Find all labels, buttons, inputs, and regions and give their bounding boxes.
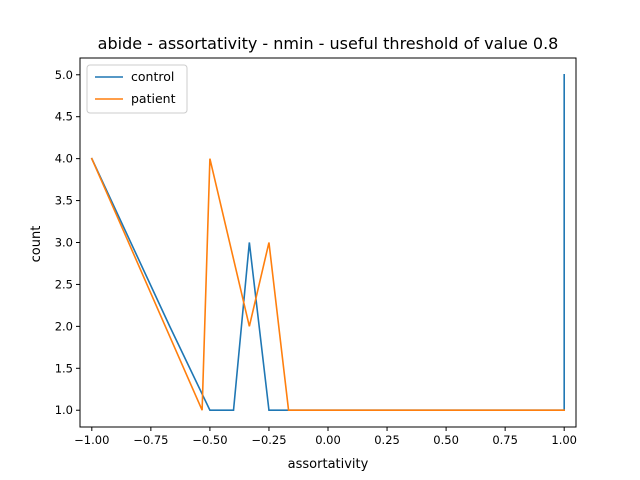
y-axis: 1.0 1.5 2.0 2.5 3.0 3.5 4.0 4.5 5.0 xyxy=(55,68,80,417)
legend: control patient xyxy=(86,64,188,114)
x-tick-label: −0.75 xyxy=(133,433,168,447)
y-tick-label: 3.0 xyxy=(55,236,73,250)
x-tick-label: 0.50 xyxy=(433,433,459,447)
x-tick-label: −0.50 xyxy=(192,433,227,447)
legend-label-control: control xyxy=(131,69,174,84)
legend-label-patient: patient xyxy=(131,91,176,106)
y-tick-label: 5.0 xyxy=(55,68,73,82)
x-tick-label: 0.25 xyxy=(374,433,400,447)
y-tick-label: 4.0 xyxy=(55,152,73,166)
y-tick-label: 1.5 xyxy=(55,361,73,375)
y-axis-label: count xyxy=(29,226,44,263)
y-tick-label: 2.5 xyxy=(55,277,73,291)
y-tick-label: 3.5 xyxy=(55,194,73,208)
x-axis: −1.00 −0.75 −0.50 −0.25 0.00 0.25 0.50 0.75 1.00 xyxy=(74,427,577,447)
x-tick-label: 0.00 xyxy=(315,433,341,447)
series-line-patient xyxy=(90,157,565,412)
x-tick-label: −0.25 xyxy=(251,433,286,447)
x-tick-label: 0.75 xyxy=(492,433,518,447)
series-layer xyxy=(90,73,565,412)
y-tick-label: 2.0 xyxy=(55,319,73,333)
x-tick-label: 1.00 xyxy=(551,433,577,447)
y-tick-label: 4.5 xyxy=(55,110,73,124)
chart-title: abide - assortativity - nmin - useful th… xyxy=(98,34,559,53)
x-axis-label: assortativity xyxy=(288,457,369,472)
series-line-control xyxy=(90,73,565,412)
x-tick-label: −1.00 xyxy=(74,433,109,447)
y-tick-label: 1.0 xyxy=(55,403,73,417)
